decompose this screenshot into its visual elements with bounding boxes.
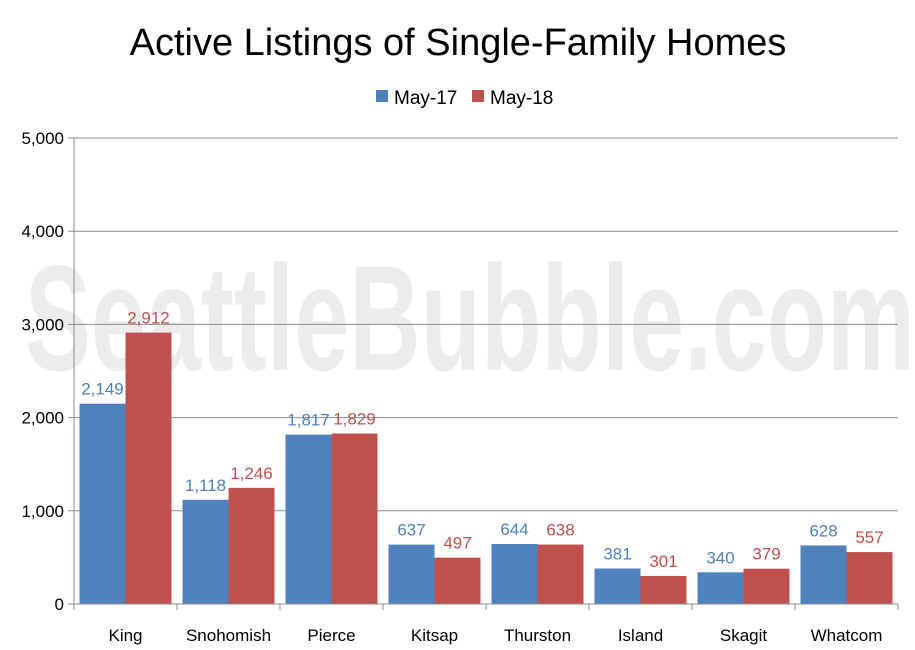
y-tick-label: 1,000	[21, 502, 64, 521]
category-label: Snohomish	[186, 626, 271, 645]
bar-may-18-snohomish	[228, 487, 275, 604]
bars	[79, 332, 893, 604]
y-tick-label: 3,000	[21, 315, 64, 334]
category-label: Thurston	[504, 626, 571, 645]
data-label: 1,829	[333, 410, 376, 429]
bar-may-17-whatcom	[800, 545, 847, 604]
data-label: 1,817	[287, 411, 330, 430]
bar-may-18-skagit	[743, 568, 790, 604]
x-axis: King Snohomish Pierce Kitsap Thurston Island S…	[73, 603, 899, 645]
data-label: 301	[649, 552, 677, 571]
category-label: Kitsap	[411, 626, 458, 645]
bar-may-17-thurston	[491, 543, 538, 604]
bar-may-17-pierce	[285, 434, 332, 604]
data-label: 644	[500, 520, 528, 539]
data-label: 2,912	[127, 309, 170, 328]
data-label: 379	[752, 545, 780, 564]
category-label: Pierce	[307, 626, 355, 645]
y-tick-label: 4,000	[21, 222, 64, 241]
data-label: 1,118	[185, 476, 226, 495]
category-label: Skagit	[720, 626, 768, 645]
data-label: 1,246	[230, 464, 273, 483]
bar-may-18-king	[125, 332, 172, 604]
y-tick-label: 2,000	[21, 409, 64, 428]
category-label: King	[108, 626, 142, 645]
bar-may-18-pierce	[331, 433, 378, 604]
data-label: 381	[603, 544, 631, 563]
legend-label-may-18: May-18	[490, 88, 553, 109]
y-axis: 0 1,000 2,000 3,000 4,000 5,000	[21, 129, 75, 614]
data-label: 637	[397, 521, 425, 540]
legend-swatch-may-17	[376, 90, 388, 102]
y-tick-label: 0	[55, 595, 64, 614]
bar-may-18-kitsap	[434, 557, 481, 604]
bar-may-18-island	[640, 575, 687, 604]
data-label: 628	[809, 521, 837, 540]
category-label: Whatcom	[811, 626, 883, 645]
bar-may-18-thurston	[537, 544, 584, 604]
legend-label-may-17: May-17	[394, 88, 457, 109]
chart-title: Active Listings of Single-Family Homes	[130, 22, 787, 64]
data-label: 557	[855, 528, 883, 547]
data-label: 638	[546, 521, 574, 540]
y-tick-label: 5,000	[21, 129, 64, 148]
legend-swatch-may-18	[472, 90, 484, 102]
bar-may-17-kitsap	[388, 544, 435, 604]
bar-may-17-king	[79, 403, 126, 604]
data-label: 497	[443, 534, 471, 553]
gridlines	[74, 137, 898, 512]
watermark: SeattleBubble.com	[25, 234, 915, 402]
data-label: 2,149	[81, 380, 124, 399]
bar-may-17-skagit	[697, 572, 744, 604]
bar-may-17-snohomish	[182, 499, 229, 604]
data-label: 340	[706, 548, 734, 567]
category-label: Island	[618, 626, 663, 645]
bar-may-18-whatcom	[846, 552, 893, 604]
bar-may-17-island	[594, 568, 641, 604]
legend: May-17 May-18	[376, 88, 553, 109]
